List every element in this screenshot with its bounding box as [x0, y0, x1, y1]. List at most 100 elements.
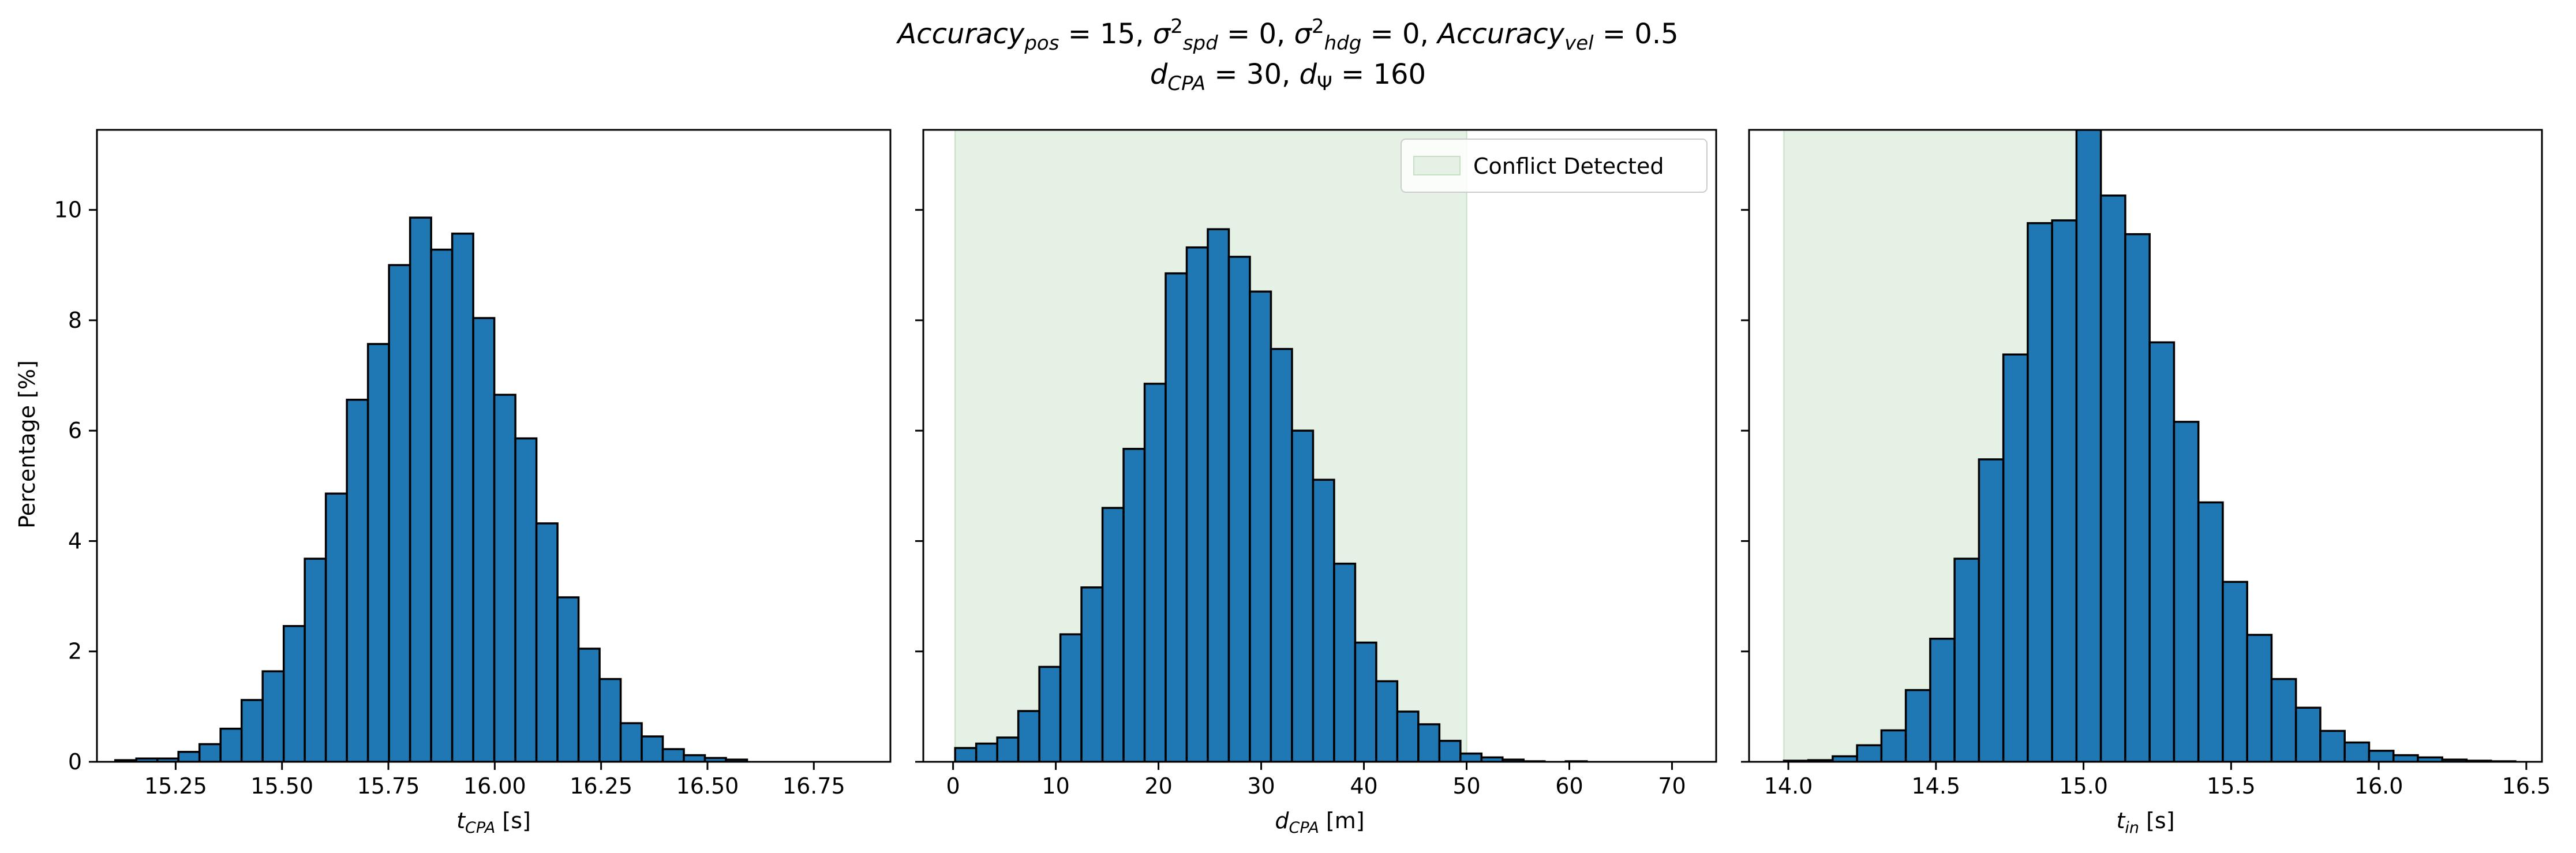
histogram-bar — [2197, 501, 2224, 762]
label-part: CPA — [465, 819, 495, 837]
histogram-bar — [388, 264, 411, 762]
axes-frame — [922, 129, 1717, 763]
histogram-bar — [1165, 272, 1188, 762]
histogram-bar — [2027, 222, 2053, 762]
y-tick-label: 2 — [68, 639, 82, 664]
figure-title-line1: Accuracypos = 15, σ2spd = 0, σ2hdg = 0, … — [896, 15, 1678, 55]
label-part: d — [1275, 808, 1289, 833]
label-part: Accuracy — [896, 18, 1025, 50]
x-tick-label: 15.5 — [2207, 773, 2256, 799]
histogram-bar — [2173, 421, 2200, 762]
histogram-bar — [1249, 290, 1272, 762]
histogram-bar — [1017, 710, 1040, 762]
histogram-bar — [1396, 710, 1420, 762]
histogram-bar — [1417, 723, 1441, 762]
histogram-bar — [324, 492, 348, 762]
axes-frame — [96, 129, 892, 763]
y-tick-label: 4 — [68, 528, 82, 553]
x-tick-label: 40 — [1350, 773, 1377, 799]
histogram-bar — [261, 670, 285, 762]
x-tick-label: 14.5 — [1912, 773, 1961, 799]
y-axis-label: Percentage [%] — [14, 360, 40, 529]
histogram-bar — [1333, 562, 1357, 762]
plot-area — [114, 216, 748, 762]
histogram-bar — [1904, 689, 1931, 762]
histogram-bar — [346, 398, 369, 762]
x-tick-label: 15.50 — [250, 773, 313, 799]
label-part: pos — [1024, 32, 1059, 55]
label-part: = 15, — [1059, 18, 1152, 50]
x-tick-label: 0 — [946, 773, 960, 799]
histogram-bar — [1291, 429, 1315, 762]
x-axis-label: dCPA [m] — [1275, 808, 1364, 837]
histogram-bar — [2099, 194, 2126, 762]
histogram-bar — [2246, 634, 2273, 762]
y-tick-label: 8 — [68, 308, 82, 333]
y-tick-label: 10 — [54, 197, 82, 223]
histogram-bar — [2124, 233, 2151, 762]
x-tick-label: 16.0 — [2354, 773, 2403, 799]
histogram-bar — [598, 678, 622, 762]
histogram-bar — [996, 736, 1020, 762]
x-tick-label: 16.5 — [2502, 773, 2551, 799]
label-part: = 0.5 — [1594, 18, 1679, 50]
label-part: CPA — [1289, 819, 1319, 837]
axes-frame — [1748, 129, 2543, 763]
legend-label: Conflict Detected — [1473, 154, 1664, 179]
label-part: [m] — [1319, 808, 1365, 833]
plot-area — [1783, 130, 2517, 762]
chart-panel-tin: 14.0 14.5 15.0 15.5 16.0 16.5 tin [s] — [1741, 129, 2551, 837]
label-part: spd — [1183, 32, 1218, 55]
x-tick-label: 10 — [1042, 773, 1069, 799]
histogram-bar — [2148, 341, 2176, 762]
figure-title-line2: dCPA = 30, dΨ = 160 — [1150, 58, 1426, 95]
label-part: 2 — [1170, 15, 1183, 38]
plot-area — [954, 130, 1588, 762]
x-axis-label: tin [s] — [2116, 808, 2174, 837]
histogram-bar — [619, 722, 643, 762]
label-part: [s] — [495, 808, 531, 833]
histogram-bar — [535, 522, 559, 762]
histogram-bar — [975, 742, 998, 762]
histogram-bar — [1929, 637, 1956, 762]
x-tick-label: 15.75 — [357, 773, 420, 799]
chart-panel-tcpa: 15.25 15.50 15.75 16.00 16.25 16.50 16.75 0 2 4 6 8… — [54, 129, 892, 837]
label-part: d — [1150, 58, 1168, 91]
label-part: Ψ — [1317, 72, 1332, 95]
histogram-bar — [304, 558, 327, 762]
histogram-bar — [366, 343, 390, 762]
label-part: CPA — [1167, 72, 1205, 95]
label-part: vel — [1564, 32, 1594, 55]
histogram-bar — [2270, 678, 2297, 762]
label-part: [s] — [2139, 808, 2175, 833]
x-tick-label: 20 — [1144, 773, 1172, 799]
histogram-bar — [1038, 665, 1062, 762]
histogram-bar — [661, 748, 685, 762]
histogram-bar — [1459, 752, 1483, 762]
histogram-bar — [1059, 633, 1083, 762]
histogram-bar — [2294, 706, 2322, 762]
y-tick-label: 0 — [68, 749, 82, 775]
x-tick-label: 15.25 — [144, 773, 207, 799]
histogram-bar — [1856, 744, 1883, 762]
legend-box — [1401, 139, 1708, 193]
histogram-bar — [430, 248, 454, 762]
histogram-bar — [198, 743, 222, 762]
x-tick-label: 30 — [1247, 773, 1275, 799]
histogram-bar — [2343, 741, 2371, 762]
label-part: σ — [1153, 18, 1171, 50]
histogram-bar — [577, 648, 601, 762]
x-tick-label: 15.0 — [2059, 773, 2108, 799]
histogram-bar — [1354, 641, 1377, 762]
x-tick-label: 70 — [1658, 773, 1686, 799]
histogram-bar — [1978, 458, 2005, 762]
histogram-bar — [1080, 586, 1104, 762]
x-tick-label: 16.50 — [676, 773, 739, 799]
histogram-bar — [409, 216, 432, 762]
label-part: = 0, — [1361, 18, 1437, 50]
histogram-bar — [1270, 347, 1293, 762]
y-tick-label: 6 — [68, 418, 82, 443]
label-part: 2 — [1312, 15, 1324, 38]
legend-swatch — [1413, 156, 1461, 175]
